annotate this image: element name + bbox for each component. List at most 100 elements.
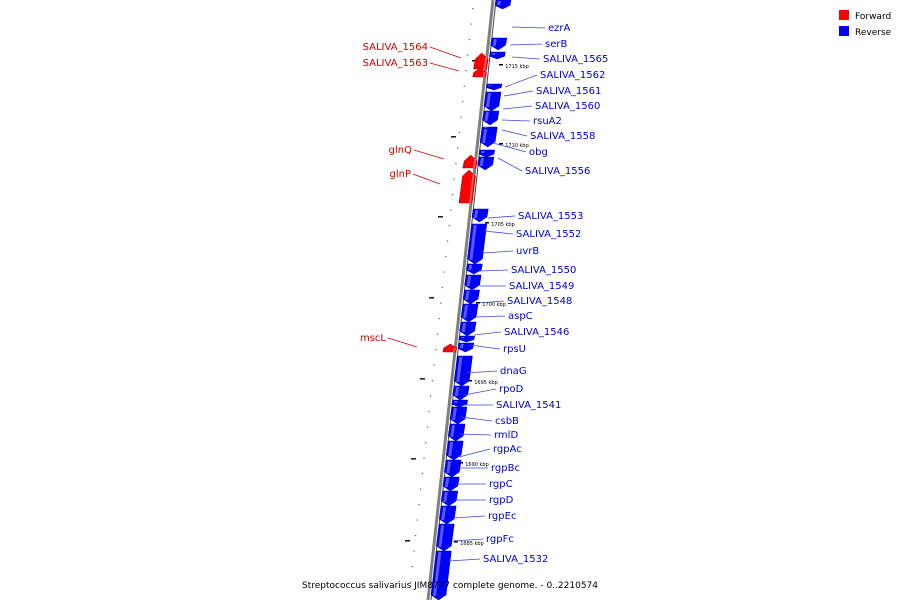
gene-feature-saliva-1560[interactable]	[482, 110, 500, 126]
gene-label-mscl[interactable]: mscL	[360, 333, 386, 344]
gene-label-aspc[interactable]: aspC	[508, 311, 533, 322]
tick-label: 1715 kbp	[505, 64, 529, 70]
gene-feature-saliva-1552[interactable]	[467, 223, 488, 265]
gene-feature-csbb[interactable]	[449, 406, 468, 425]
tick-dot	[435, 349, 437, 351]
gene-feature-saliva-1532[interactable]	[430, 550, 452, 600]
tick-dot	[443, 271, 445, 273]
gene-label-saliva-1546[interactable]: SALIVA_1546	[504, 327, 569, 338]
gene-feature-saliva-1558[interactable]	[479, 127, 498, 148]
gene-feature-saliva-1561[interactable]	[483, 91, 502, 112]
gene-label-rmld[interactable]: rmlD	[494, 430, 518, 441]
gene-feature-saliva-1550[interactable]	[464, 274, 482, 291]
gene-feature-uvrb[interactable]	[466, 263, 483, 275]
gene-feature-rgpc[interactable]	[442, 476, 460, 492]
gene-label-saliva-1541[interactable]: SALIVA_1541	[496, 400, 561, 411]
gene-feature-ezra[interactable]	[494, 0, 512, 10]
gene-feature-rgpbc[interactable]	[444, 459, 462, 478]
gene-label-obg[interactable]: obg	[529, 147, 548, 158]
gene-label-serb[interactable]: serB	[545, 39, 567, 50]
gene-label-saliva-1553[interactable]: SALIVA_1553	[518, 211, 583, 222]
gene-label-saliva-1550[interactable]: SALIVA_1550	[511, 265, 576, 276]
tick-mark	[438, 216, 443, 218]
gene-feature-obg[interactable]	[478, 149, 496, 158]
gene-label-glnp[interactable]: glnP	[390, 169, 412, 180]
legend-reverse-label: Reverse	[855, 28, 892, 38]
gene-label-rgpec[interactable]: rgpEc	[488, 511, 516, 522]
gene-shade	[446, 461, 452, 473]
tick-dot	[430, 395, 432, 397]
gene-feature-saliva-1556[interactable]	[477, 156, 495, 171]
gene-feature-rgpac[interactable]	[445, 440, 464, 461]
leader-serb	[509, 43, 543, 46]
tick-dot	[418, 504, 420, 506]
gene-feature-rpsu[interactable]	[457, 342, 475, 353]
gene-label-rgpc[interactable]: rgpC	[489, 479, 513, 490]
gene-feature-rmld[interactable]	[447, 423, 466, 442]
tick-label: 1705 kbp	[491, 222, 515, 228]
gene-label-uvrb[interactable]: uvrB	[516, 246, 539, 257]
tick-dot	[470, 23, 472, 25]
gene-feature-saliva-1549[interactable]	[462, 289, 480, 305]
gene-label-dnag[interactable]: dnaG	[500, 366, 527, 377]
tick-dots	[405, 8, 477, 583]
gene-feature-glnp[interactable]	[458, 169, 476, 204]
tick-mark	[405, 540, 410, 542]
gene-feature-serb[interactable]	[490, 37, 508, 51]
label-leaders	[387, 26, 546, 562]
gene-feature-rgpec[interactable]	[438, 505, 457, 525]
gene-feature-rgpd[interactable]	[440, 490, 459, 507]
tick-dot	[468, 39, 470, 41]
gene-shade	[438, 525, 445, 547]
gene-shade	[484, 126, 488, 128]
gene-feature-rpod[interactable]	[452, 385, 470, 401]
gene-label-saliva-1552[interactable]: SALIVA_1552	[516, 229, 581, 240]
gene-label-rsua2[interactable]: rsuA2	[533, 116, 562, 127]
gene-label-saliva-1564[interactable]: SALIVA_1564	[363, 42, 428, 53]
tick-dot	[438, 318, 440, 320]
gene-feature-saliva-1565[interactable]	[489, 51, 506, 60]
gene-feature-mscl[interactable]	[442, 343, 458, 353]
gene-feature-saliva-1541[interactable]	[451, 399, 468, 408]
gene-label-rgpbc[interactable]: rgpBc	[491, 463, 520, 474]
gene-label-saliva-1549[interactable]: SALIVA_1549	[509, 281, 574, 292]
gene-label-saliva-1556[interactable]: SALIVA_1556	[525, 166, 590, 177]
gene-label-saliva-1561[interactable]: SALIVA_1561	[536, 86, 601, 97]
gene-feature-dnag[interactable]	[453, 355, 473, 387]
gene-feature-saliva-1553[interactable]	[471, 208, 489, 223]
gene-feature-saliva-1562[interactable]	[485, 83, 503, 91]
gene-label-glnq[interactable]: glnQ	[389, 145, 412, 156]
tick-dot	[440, 302, 442, 304]
gene-shade	[491, 53, 496, 55]
gene-shade	[460, 337, 465, 338]
gene-label-rpod[interactable]: rpoD	[499, 384, 524, 395]
gene-label-rgpac[interactable]: rgpAc	[493, 444, 522, 455]
gene-label-saliva-1560[interactable]: SALIVA_1560	[535, 101, 600, 112]
gene-feature-saliva-1546[interactable]	[458, 335, 475, 343]
gene-feature-rgpfc[interactable]	[436, 523, 455, 552]
gene-label-rpsu[interactable]: rpsU	[503, 344, 526, 355]
gene-label-saliva-1548[interactable]: SALIVA_1548	[507, 296, 572, 307]
gene-feature-glnq[interactable]	[462, 154, 478, 169]
gene-feature-aspc[interactable]	[459, 321, 477, 337]
tick-dot	[458, 132, 460, 134]
gene-feature-saliva-1548[interactable]	[460, 303, 479, 323]
gene-label-saliva-1532[interactable]: SALIVA_1532	[483, 554, 548, 565]
gene-label-ezra[interactable]: ezrA	[548, 23, 571, 34]
gene-label-csbb[interactable]: csbB	[495, 416, 519, 427]
gene-shade	[461, 323, 467, 332]
gene-feature-saliva-1564[interactable]	[473, 52, 489, 70]
gene-label-saliva-1558[interactable]: SALIVA_1558	[530, 131, 595, 142]
gene-label-rgpfc[interactable]: rgpFc	[486, 534, 514, 545]
gene-label-rgpd[interactable]: rgpD	[489, 495, 514, 506]
leader-rsua2	[501, 119, 531, 122]
gene-feature-saliva-1563[interactable]	[472, 67, 487, 78]
gene-label-saliva-1565[interactable]: SALIVA_1565	[543, 54, 608, 65]
gene-label-saliva-1562[interactable]: SALIVA_1562	[540, 70, 605, 81]
gene-shade	[459, 344, 464, 348]
gene-shade	[469, 174, 475, 203]
gene-label-saliva-1563[interactable]: SALIVA_1563	[363, 58, 428, 69]
gene-shade	[465, 291, 470, 300]
gene-shade	[488, 85, 492, 86]
gene-shade	[456, 357, 463, 382]
